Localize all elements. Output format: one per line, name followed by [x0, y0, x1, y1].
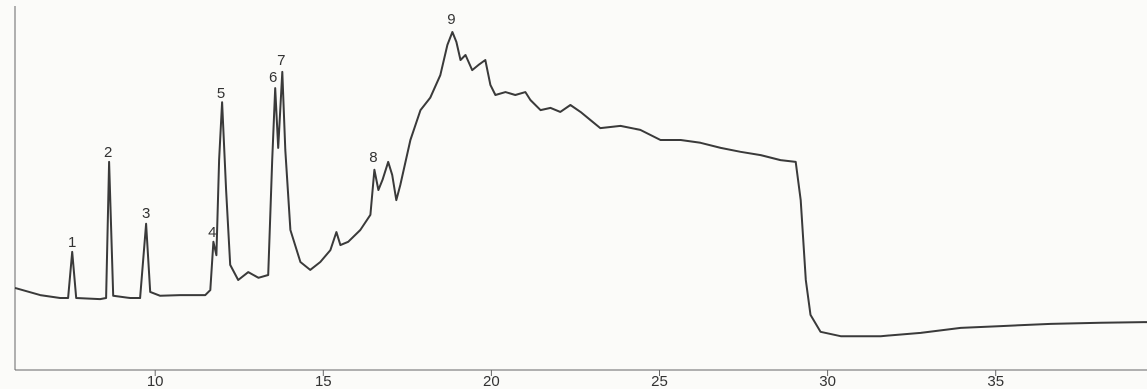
peak-label: 7: [277, 52, 285, 69]
peak-label: 4: [208, 224, 216, 241]
peak-label: 6: [269, 69, 277, 86]
peak-label: 8: [369, 149, 377, 166]
peak-label: 9: [447, 11, 455, 28]
x-tick-label: 25: [651, 373, 668, 389]
x-tick-label: 15: [315, 373, 332, 389]
x-tick-label: 10: [147, 373, 164, 389]
x-tick-label: 35: [987, 373, 1004, 389]
x-tick-label: 30: [819, 373, 836, 389]
signal-trace: [14, 31, 1147, 338]
peak-label: 5: [217, 85, 225, 102]
x-tick-label: 20: [483, 373, 500, 389]
peak-label: 2: [104, 144, 112, 161]
peak-label: 1: [68, 234, 76, 251]
peak-label: 3: [142, 205, 150, 222]
